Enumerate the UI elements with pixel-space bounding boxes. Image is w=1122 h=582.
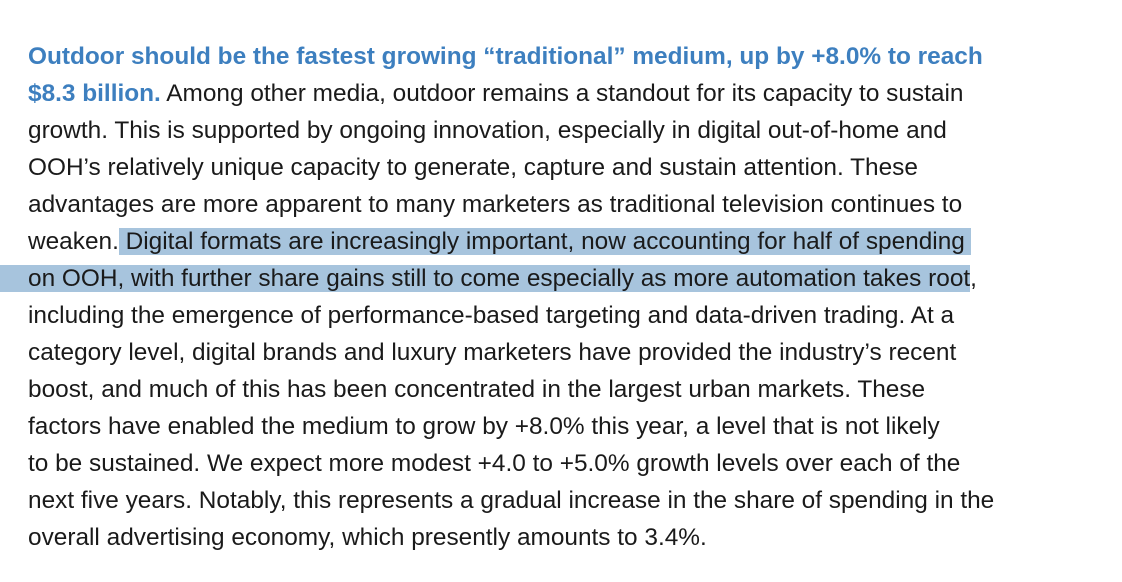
paragraph-line-6: weaken. Digital formats are increasingly… (28, 223, 1108, 260)
paragraph-line-11: factors have enabled the medium to grow … (28, 413, 940, 440)
lead-sentence-end: $8.3 billion. (28, 80, 161, 107)
paragraph-line-12: to be sustained. We expect more modest +… (28, 450, 961, 477)
paragraph-line-4: OOH’s relatively unique capacity to gene… (28, 154, 918, 181)
paragraph-line-1: Outdoor should be the fastest growing “t… (28, 38, 1108, 75)
paragraph-line-7: on OOH, with further share gains still t… (0, 260, 1108, 297)
paragraph-line-3: growth. This is supported by ongoing inn… (28, 117, 947, 144)
body-text: Among other media, outdoor remains a sta… (160, 80, 964, 107)
paragraph-line-8: including the emergence of performance-b… (28, 302, 955, 329)
paragraph-line-5: advantages are more apparent to many mar… (28, 191, 963, 218)
lead-sentence: Outdoor should be the fastest growing “t… (28, 43, 983, 70)
text-selection-highlight[interactable]: on OOH, with further share gains still t… (0, 265, 971, 292)
body-text: , (970, 265, 977, 292)
paragraph-line-13: next five years. Notably, this represent… (28, 487, 995, 514)
body-text: weaken. (28, 228, 119, 255)
paragraph-line-14: overall advertising economy, which prese… (28, 524, 707, 551)
article-paragraph: Outdoor should be the fastest growing “t… (0, 38, 1108, 556)
text-selection-highlight[interactable]: Digital formats are increasingly importa… (118, 228, 971, 255)
paragraph-line-9: category level, digital brands and luxur… (28, 339, 957, 366)
paragraph-line-10: boost, and much of this has been concent… (28, 376, 926, 403)
paragraph-line-2: $8.3 billion. Among other media, outdoor… (28, 75, 1108, 112)
